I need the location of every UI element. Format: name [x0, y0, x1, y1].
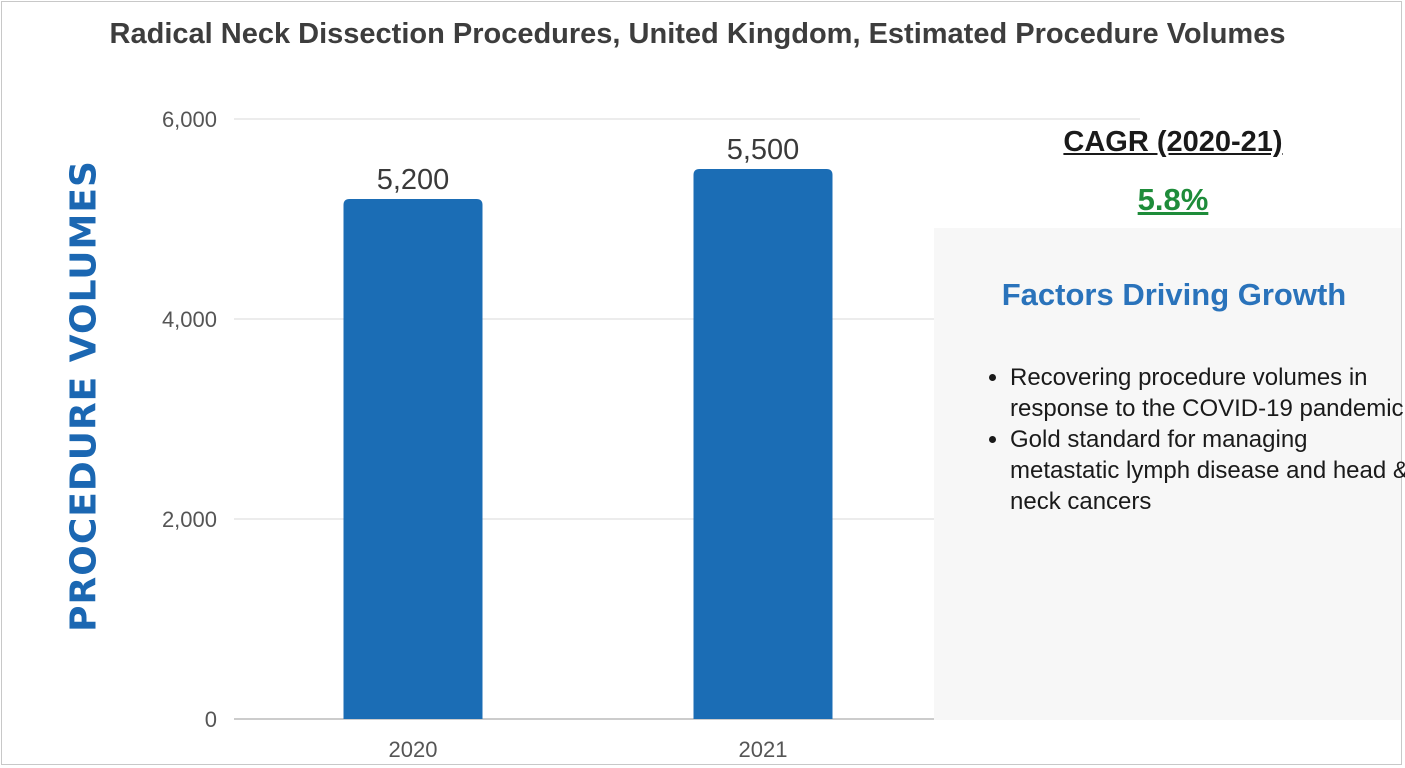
factor-item: Recovering procedure volumes in response… [1010, 362, 1405, 424]
factor-item: Gold standard for managing metastatic ly… [1010, 424, 1405, 517]
y-tick-label: 4,000 [162, 307, 217, 332]
factors-list: Recovering procedure volumes in response… [986, 362, 1405, 517]
bar [693, 169, 833, 719]
data-label: 5,200 [377, 164, 450, 196]
cagr-label: CAGR (2020-21) [1063, 126, 1283, 158]
data-label: 5,500 [727, 134, 800, 166]
chart-title: Radical Neck Dissection Procedures, Unit… [109, 18, 1286, 50]
factors-title: Factors Driving Growth [1001, 277, 1347, 312]
x-tick-label: 2021 [739, 737, 788, 762]
x-tick-label: 2020 [389, 737, 438, 762]
y-tick-label: 2,000 [162, 507, 217, 532]
bar [343, 199, 483, 719]
y-tick-label: 6,000 [162, 107, 217, 132]
y-tick-label: 0 [205, 707, 217, 732]
cagr-value: 5.8% [1137, 182, 1209, 217]
factors-panel: Factors Driving Growth Recovering proced… [934, 228, 1405, 720]
